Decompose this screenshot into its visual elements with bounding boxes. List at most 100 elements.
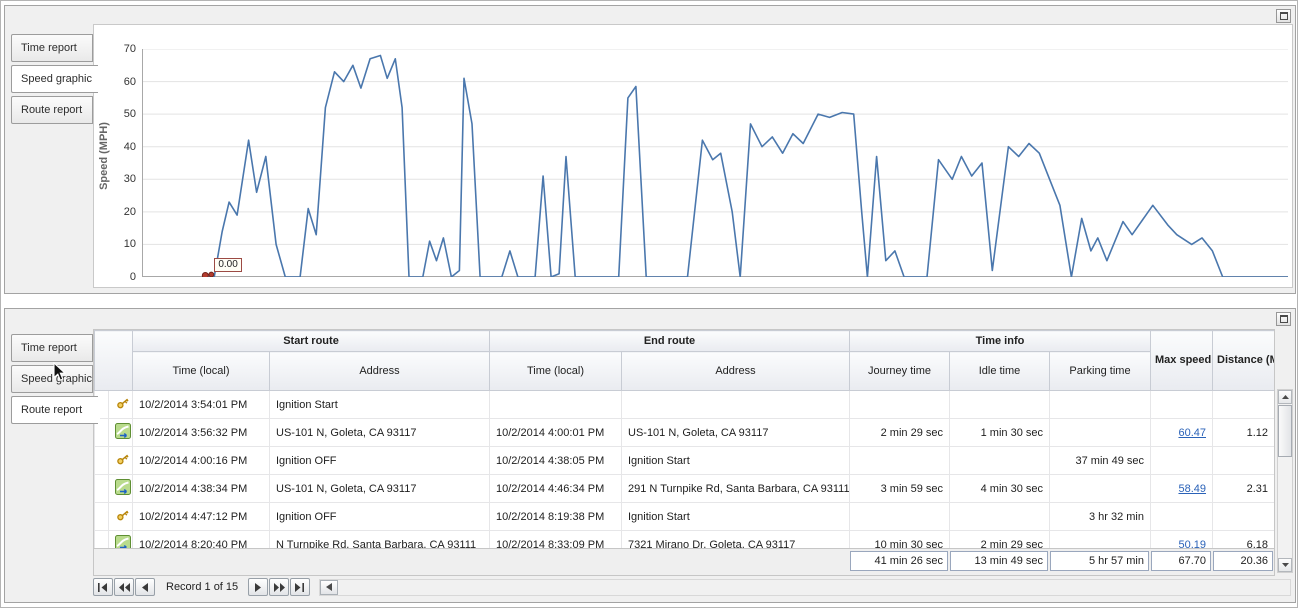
row-indicator	[94, 530, 109, 548]
column-header-end-time[interactable]: Time (local)	[489, 351, 622, 391]
route-report-panel: Time report Speed graphic Route report Sta…	[4, 308, 1296, 603]
parking-time-cell: 3 hr 32 min	[1049, 502, 1151, 531]
band-time-info[interactable]: Time info	[849, 330, 1151, 352]
bottom-tab-speed-graphic[interactable]: Speed graphic	[11, 365, 93, 393]
maximize-icon	[1279, 12, 1288, 20]
band-end-route[interactable]: End route	[489, 330, 850, 352]
column-header-max-speed[interactable]: Max speed (MPH)	[1150, 330, 1213, 391]
end-time-cell: 10/2/2014 8:19:38 PM	[489, 502, 622, 531]
y-tick-label: 10	[123, 238, 136, 251]
bottom-tab-strip: Time report Speed graphic Route report	[11, 334, 98, 427]
table-row[interactable]: 10/2/2014 4:47:12 PM Ignition OFF 10/2/201…	[94, 502, 1274, 531]
max-speed-cell: 58.49	[1150, 474, 1213, 503]
top-tab-route-report[interactable]: Route report	[11, 96, 93, 124]
record-navigator: Record 1 of 15	[93, 577, 1291, 597]
band-start-route[interactable]: Start route	[132, 330, 490, 352]
parking-time-cell	[1049, 474, 1151, 503]
max-speed-cell: 60.47	[1150, 418, 1213, 447]
column-header-distance[interactable]: Distance (Miles)	[1212, 330, 1274, 391]
journey-time-cell	[849, 390, 950, 419]
table-row[interactable]: 10/2/2014 3:56:32 PM US-101 N, Goleta, CA…	[94, 418, 1274, 447]
table-row[interactable]: 10/2/2014 3:54:01 PM Ignition Start	[94, 390, 1274, 419]
journey-time-cell: 10 min 30 sec	[849, 530, 950, 548]
next-page-button[interactable]	[269, 578, 290, 596]
summary-idle-time: 13 min 49 sec	[950, 551, 1048, 571]
table-row[interactable]: 10/2/2014 8:20:40 PM N Turnpike Rd, Santa…	[94, 530, 1274, 549]
end-address-cell: 7321 Mirano Dr, Goleta, CA 93117	[621, 530, 850, 548]
distance-cell	[1212, 502, 1274, 531]
column-header-parking-time[interactable]: Parking time	[1049, 351, 1151, 391]
column-header-idle-time[interactable]: Idle time	[949, 351, 1050, 391]
start-address-cell: US-101 N, Goleta, CA 93117	[269, 418, 490, 447]
max-speed-link[interactable]: 58.49	[1178, 482, 1206, 495]
table-row[interactable]: 10/2/2014 4:38:34 PM US-101 N, Goleta, CA…	[94, 474, 1274, 503]
distance-cell: 2.31	[1212, 474, 1274, 503]
start-point-label: 0.00	[214, 258, 242, 272]
end-address-cell: US-101 N, Goleta, CA 93117	[621, 418, 850, 447]
first-record-button[interactable]	[93, 578, 113, 596]
column-header-start-address[interactable]: Address	[269, 351, 490, 391]
scroll-down-button[interactable]	[1278, 558, 1292, 572]
summary-parking-time: 5 hr 57 min	[1050, 551, 1149, 571]
parking-time-cell	[1049, 390, 1151, 419]
max-speed-cell: 50.19	[1150, 530, 1213, 549]
idle-time-cell: 2 min 29 sec	[949, 530, 1050, 548]
y-tick-label: 30	[123, 173, 136, 186]
prev-page-button[interactable]	[114, 578, 134, 596]
idle-time-cell: 4 min 30 sec	[949, 474, 1050, 503]
route-map-icon	[108, 474, 133, 503]
column-header-start-time[interactable]: Time (local)	[132, 351, 270, 391]
parking-time-cell	[1049, 530, 1151, 548]
max-speed-cell	[1150, 390, 1213, 419]
top-tab-strip: Time report Speed graphic Route report	[11, 34, 98, 127]
maximize-button[interactable]	[1276, 312, 1291, 326]
end-time-cell: 10/2/2014 8:33:09 PM	[489, 530, 622, 548]
journey-time-cell	[849, 446, 950, 475]
column-header-journey-time[interactable]: Journey time	[849, 351, 950, 391]
idle-time-cell	[949, 390, 1050, 419]
parking-time-cell	[1049, 418, 1151, 447]
max-speed-link[interactable]: 60.47	[1178, 426, 1206, 439]
horizontal-scrollbar[interactable]	[319, 578, 1291, 596]
prev-record-button[interactable]	[135, 578, 155, 596]
route-map-icon	[108, 530, 133, 548]
maximize-button[interactable]	[1276, 9, 1291, 23]
y-tick-label: 40	[123, 140, 136, 153]
top-tab-time-report[interactable]: Time report	[11, 34, 93, 62]
last-record-button[interactable]	[290, 578, 311, 596]
start-time-cell: 10/2/2014 3:54:01 PM	[132, 390, 270, 419]
summary-row: 41 min 26 sec 13 min 49 sec 5 hr 57 min …	[93, 548, 1275, 576]
row-indicator	[94, 474, 109, 503]
next-record-button[interactable]	[248, 578, 269, 596]
journey-time-cell	[849, 502, 950, 531]
record-count-text: Record 1 of 15	[166, 581, 239, 593]
scroll-left-button[interactable]	[320, 579, 339, 595]
start-address-cell: N Turnpike Rd, Santa Barbara, CA 93111	[269, 530, 490, 548]
column-header-end-address[interactable]: Address	[621, 351, 850, 391]
y-tick-label: 70	[123, 43, 136, 55]
top-tab-speed-graphic[interactable]: Speed graphic	[11, 65, 98, 93]
end-time-cell: 10/2/2014 4:38:05 PM	[489, 446, 622, 475]
distance-cell: 6.18	[1212, 530, 1274, 548]
scrollbar-thumb[interactable]	[1278, 405, 1292, 457]
start-time-cell: 10/2/2014 8:20:40 PM	[132, 530, 270, 548]
ignition-key-icon	[108, 390, 133, 419]
y-tick-label: 20	[123, 205, 136, 218]
bottom-tab-route-report[interactable]: Route report	[11, 396, 98, 424]
start-address-cell: US-101 N, Goleta, CA 93117	[269, 474, 490, 503]
distance-cell: 1.12	[1212, 418, 1274, 447]
ignition-key-icon	[108, 446, 133, 475]
start-address-cell: Ignition OFF	[269, 446, 490, 475]
max-speed-link[interactable]: 50.19	[1178, 538, 1206, 549]
vertical-scrollbar[interactable]	[1277, 389, 1293, 573]
y-tick-label: 60	[123, 75, 136, 88]
scroll-up-button[interactable]	[1278, 390, 1292, 404]
route-map-icon	[108, 418, 133, 447]
end-time-cell: 10/2/2014 4:46:34 PM	[489, 474, 622, 503]
table-row[interactable]: 10/2/2014 4:00:16 PM Ignition OFF 10/2/201…	[94, 446, 1274, 475]
distance-cell	[1212, 446, 1274, 475]
y-tick-label: 50	[123, 108, 136, 121]
speed-graphic-panel: Time report Speed graphic Route report Spe…	[4, 5, 1296, 294]
bottom-tab-time-report[interactable]: Time report	[11, 334, 93, 362]
